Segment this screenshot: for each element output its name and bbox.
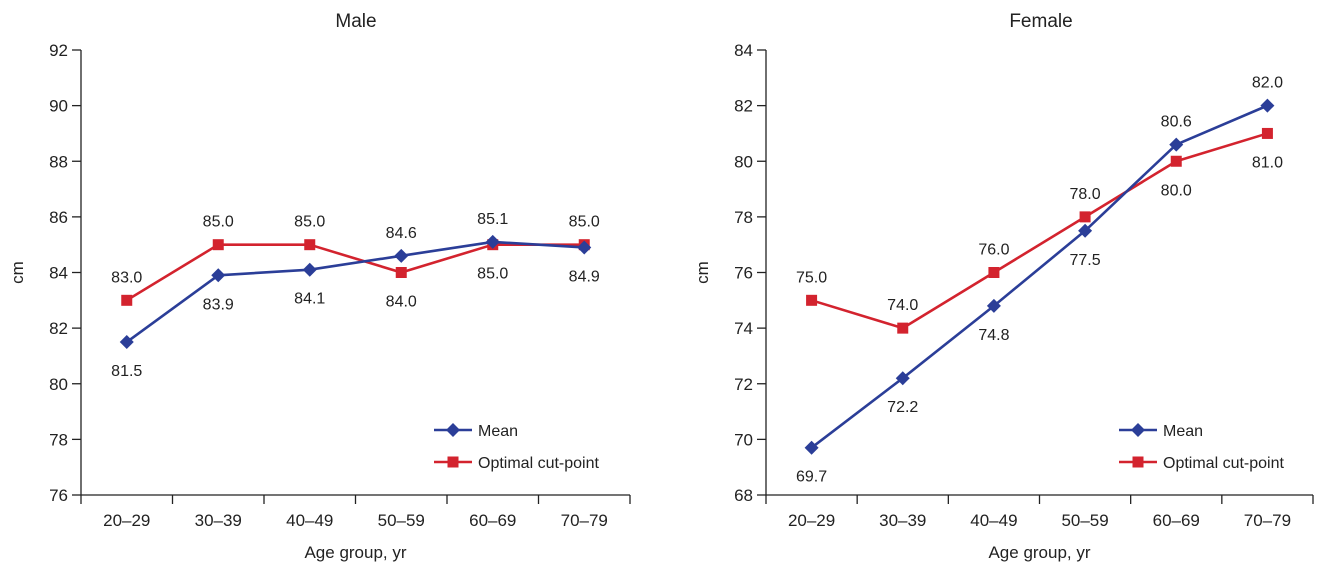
data-label: 80.6 bbox=[1161, 114, 1192, 131]
y-tick-label: 80 bbox=[49, 375, 68, 394]
y-tick-label: 84 bbox=[49, 264, 68, 283]
cutpoint-point bbox=[304, 239, 316, 251]
data-label: 74.0 bbox=[887, 297, 918, 314]
y-tick-label: 76 bbox=[49, 486, 68, 505]
x-tick-label: 50–59 bbox=[1061, 511, 1108, 530]
x-tick-label: 30–39 bbox=[195, 511, 242, 530]
data-label: 83.0 bbox=[111, 269, 142, 286]
y-tick-label: 68 bbox=[734, 486, 753, 505]
data-label: 75.0 bbox=[796, 269, 827, 286]
cutpoint-point bbox=[988, 267, 1000, 278]
mean-point bbox=[485, 234, 500, 249]
x-tick-label: 30–39 bbox=[879, 511, 926, 530]
x-tick-label: 70–79 bbox=[1244, 511, 1291, 530]
data-label: 77.5 bbox=[1070, 252, 1101, 269]
cutpoint-point bbox=[806, 294, 818, 306]
cutpoint-point bbox=[897, 322, 909, 334]
mean-series-line bbox=[125, 240, 585, 344]
x-axis-title: Age group, yr bbox=[988, 543, 1090, 562]
data-label: 84.9 bbox=[569, 268, 600, 285]
female-chart: Female 68 70 72 74 76 78 80 82 84 20–29 30–39 40–49 5… bbox=[693, 11, 1314, 562]
data-label: 69.7 bbox=[796, 469, 827, 486]
y-tick-label: 74 bbox=[734, 319, 753, 338]
cutpoint-point bbox=[121, 294, 133, 306]
y-tick-label: 80 bbox=[734, 152, 753, 171]
y-tick-label: 82 bbox=[49, 319, 68, 338]
data-label: 82.0 bbox=[1252, 75, 1283, 92]
data-label: 85.0 bbox=[203, 214, 234, 231]
y-tick-label: 84 bbox=[734, 41, 753, 60]
y-tick-label: 90 bbox=[49, 97, 68, 116]
mean-point bbox=[1078, 223, 1093, 238]
x-tick-label: 20–29 bbox=[788, 511, 835, 530]
x-tick-label: 40–49 bbox=[286, 511, 333, 530]
cutpoint-series-line bbox=[126, 243, 585, 302]
y-tick-label: 88 bbox=[49, 152, 68, 171]
data-label: 84.0 bbox=[386, 294, 417, 311]
data-label: 76.0 bbox=[978, 242, 1009, 259]
y-axis-title: cm bbox=[693, 261, 712, 284]
data-label: 83.9 bbox=[203, 296, 234, 313]
y-tick-label: 72 bbox=[734, 375, 753, 394]
data-label: 84.1 bbox=[294, 291, 325, 308]
mean-point bbox=[895, 371, 910, 386]
mean-point bbox=[211, 268, 226, 283]
data-label: 84.6 bbox=[386, 225, 417, 242]
data-label: 85.1 bbox=[477, 211, 508, 228]
cutpoint-series-line bbox=[811, 132, 1268, 330]
mean-point bbox=[986, 298, 1001, 313]
cutpoint-point bbox=[212, 239, 224, 251]
x-tick-label: 40–49 bbox=[970, 511, 1017, 530]
mean-point bbox=[1260, 98, 1275, 113]
mean-point bbox=[119, 335, 134, 350]
mean-point bbox=[1169, 137, 1184, 152]
data-label: 85.0 bbox=[294, 214, 325, 231]
chart-title: Male bbox=[335, 11, 376, 32]
x-tick-label: 50–59 bbox=[378, 511, 425, 530]
data-label: 80.0 bbox=[1161, 182, 1192, 199]
x-tick-label: 60–69 bbox=[1153, 511, 1200, 530]
legend-label: Mean bbox=[478, 423, 518, 440]
x-tick-label: 60–69 bbox=[469, 511, 516, 530]
data-label: 81.5 bbox=[111, 363, 142, 380]
y-tick-label: 92 bbox=[49, 41, 68, 60]
mean-point bbox=[804, 440, 819, 455]
male-chart: Male 76 78 80 82 84 86 88 90 92 20–29 30–39 40–49 50–… bbox=[8, 11, 631, 562]
y-tick-label: 82 bbox=[734, 97, 753, 116]
data-label: 74.8 bbox=[978, 327, 1009, 344]
data-label: 85.0 bbox=[569, 214, 600, 231]
chart-title: Female bbox=[1009, 11, 1072, 32]
data-label: 78.0 bbox=[1070, 186, 1101, 203]
cutpoint-point bbox=[395, 267, 407, 278]
y-tick-label: 78 bbox=[734, 208, 753, 227]
x-axis-title: Age group, yr bbox=[304, 543, 406, 562]
y-tick-label: 70 bbox=[734, 430, 753, 449]
data-label: 72.2 bbox=[887, 399, 918, 416]
legend-label: Optimal cut-point bbox=[478, 455, 599, 472]
mean-point bbox=[394, 248, 409, 263]
legend-label: Optimal cut-point bbox=[1163, 455, 1284, 472]
y-tick-label: 86 bbox=[49, 208, 68, 227]
legend-square-marker bbox=[447, 456, 459, 468]
legend-square-marker bbox=[1132, 456, 1144, 468]
mean-point bbox=[302, 262, 317, 277]
legend-diamond-marker bbox=[1131, 423, 1145, 437]
x-tick-label: 20–29 bbox=[103, 511, 150, 530]
y-tick-label: 78 bbox=[49, 430, 68, 449]
legend-diamond-marker bbox=[446, 423, 460, 437]
cutpoint-point bbox=[1261, 127, 1273, 139]
y-axis-title: cm bbox=[8, 261, 27, 284]
data-label: 85.0 bbox=[477, 266, 508, 283]
cutpoint-point bbox=[1170, 155, 1182, 167]
data-label: 81.0 bbox=[1252, 154, 1283, 171]
cutpoint-point bbox=[1079, 211, 1091, 223]
mean-series-line bbox=[810, 104, 1268, 449]
mean-point bbox=[577, 240, 592, 255]
x-tick-label: 70–79 bbox=[561, 511, 608, 530]
y-tick-label: 76 bbox=[734, 264, 753, 283]
legend-label: Mean bbox=[1163, 423, 1203, 440]
